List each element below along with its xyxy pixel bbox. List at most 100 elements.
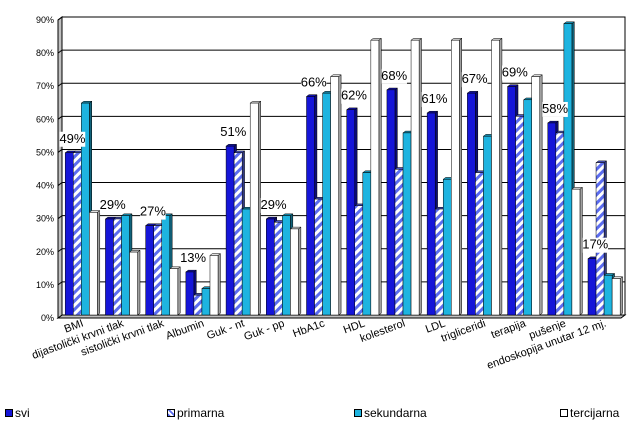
bar (467, 92, 476, 316)
gridline-side (57, 49, 63, 54)
legend-label-sekundarna: sekundarna (364, 406, 427, 420)
bar-side (177, 266, 181, 316)
gridline-side (57, 149, 63, 153)
bar-group (64, 100, 101, 316)
bar-groups (64, 21, 624, 316)
plot-side-wall (57, 16, 63, 319)
bar (73, 152, 82, 316)
data-label: 68% (381, 68, 407, 83)
bar (282, 215, 291, 316)
bar (306, 96, 315, 316)
y-tick-label: 90% (36, 15, 54, 25)
bar (249, 102, 259, 316)
bar (523, 99, 532, 316)
bar-side (499, 37, 503, 316)
gridline-side (57, 281, 63, 286)
x-category-label: trigliceridi (440, 318, 488, 345)
y-tick-label: 10% (36, 280, 54, 290)
data-label-bg (140, 204, 166, 220)
bar (410, 39, 420, 316)
legend-swatch-tercijarna (560, 409, 568, 417)
bar-side (137, 249, 141, 316)
gridline-side (57, 16, 63, 21)
y-tick-label: 20% (36, 247, 54, 257)
data-label: 67% (462, 71, 488, 86)
bar (105, 218, 114, 316)
bar-side (619, 276, 623, 316)
bar (394, 169, 404, 316)
bar (266, 218, 275, 316)
bar (346, 109, 356, 316)
bar (145, 225, 154, 316)
bar-side (418, 37, 422, 316)
data-label-bg (220, 125, 247, 141)
bar-group (547, 21, 584, 316)
bar (587, 258, 597, 316)
bar-side (217, 253, 221, 316)
data-label-bg (300, 75, 327, 91)
data-label-bg (582, 237, 609, 253)
bar-group (305, 74, 342, 316)
bar-group (104, 213, 141, 316)
y-tick-label: 40% (36, 181, 54, 191)
data-label-bg (59, 131, 86, 147)
x-category-label: HbA1c (291, 317, 327, 340)
data-label: 27% (140, 204, 166, 219)
legend-item-tercijarna: tercijarna (560, 406, 619, 420)
bar (193, 294, 203, 316)
bar (241, 208, 251, 316)
gridline-side (57, 215, 63, 220)
bar (547, 122, 557, 316)
y-tick-label: 60% (36, 114, 54, 124)
data-label-bg (461, 72, 488, 88)
bar (434, 208, 444, 316)
bar (209, 255, 219, 316)
data-label-bg (341, 88, 367, 104)
bar (185, 271, 195, 316)
bar (531, 76, 540, 316)
bar (81, 102, 90, 316)
bar (314, 198, 323, 316)
data-label: 49% (59, 131, 85, 146)
data-labels: 49% 29% 27% 13% 51% 29% 66% 62% 68% 61% 67% 69% 58% 1… (59, 65, 609, 266)
data-label: 58% (542, 101, 568, 116)
data-label: 62% (341, 88, 367, 103)
data-label-bg (421, 92, 448, 108)
bar (483, 135, 492, 316)
bar (225, 145, 235, 316)
bar (426, 112, 436, 316)
legend-swatch-sekundarna (354, 409, 362, 417)
gridline-side (57, 182, 63, 186)
data-label-bg (180, 250, 206, 266)
bar (475, 172, 484, 316)
y-tick-label: 80% (36, 48, 54, 58)
bar (571, 188, 581, 316)
legend-item-sekundarna: sekundarna (354, 406, 427, 420)
bar-group (225, 100, 262, 316)
bar (129, 251, 138, 316)
bar-group (386, 37, 423, 316)
bar (330, 76, 339, 316)
bar (515, 116, 524, 316)
bar (89, 212, 98, 316)
data-label: 66% (301, 74, 327, 89)
gridline-side (57, 248, 63, 253)
bar (233, 152, 243, 316)
plot-floor (56, 314, 627, 319)
bar (153, 225, 162, 316)
bar (113, 218, 122, 316)
bar (402, 132, 412, 316)
data-label: 13% (180, 250, 206, 265)
bar (386, 89, 396, 316)
bar (121, 215, 130, 316)
data-label: 69% (502, 65, 528, 80)
x-category-label: kolesterol (359, 318, 407, 345)
x-category-label: terapija (489, 317, 528, 341)
y-axis: 0% 10% 20% 30% 40% 50% 60% 70% 80% 90% (36, 15, 54, 323)
data-label: 29% (261, 197, 287, 212)
bar-group (185, 253, 222, 316)
y-tick-label: 70% (36, 81, 54, 91)
bar (451, 39, 460, 316)
bar (555, 132, 565, 316)
